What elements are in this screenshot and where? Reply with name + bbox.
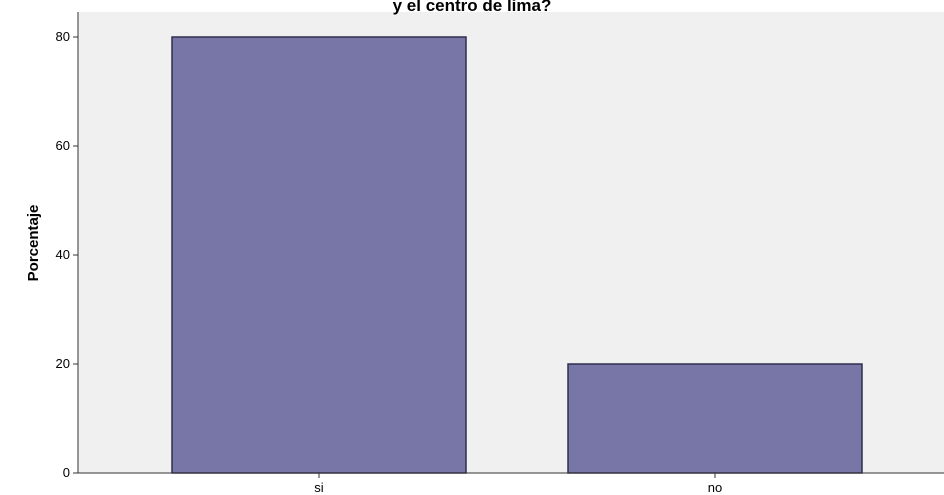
bar-no — [567, 363, 863, 474]
x-tick-label-no: no — [708, 480, 722, 495]
y-tick-label: 60 — [56, 138, 70, 153]
bar-si — [171, 36, 467, 474]
y-tick-label: 0 — [63, 465, 70, 480]
bars-group — [171, 36, 863, 474]
x-tick-label-si: si — [314, 480, 324, 495]
chart-title: y el centro de lima? — [393, 0, 552, 15]
y-tick-label: 40 — [56, 247, 70, 262]
y-axis: 0 20 40 60 80 — [56, 12, 79, 480]
y-tick-label: 80 — [56, 29, 70, 44]
x-axis: si no — [78, 472, 944, 495]
y-axis-label: Porcentaje — [25, 205, 42, 282]
y-tick-label: 20 — [56, 356, 70, 371]
